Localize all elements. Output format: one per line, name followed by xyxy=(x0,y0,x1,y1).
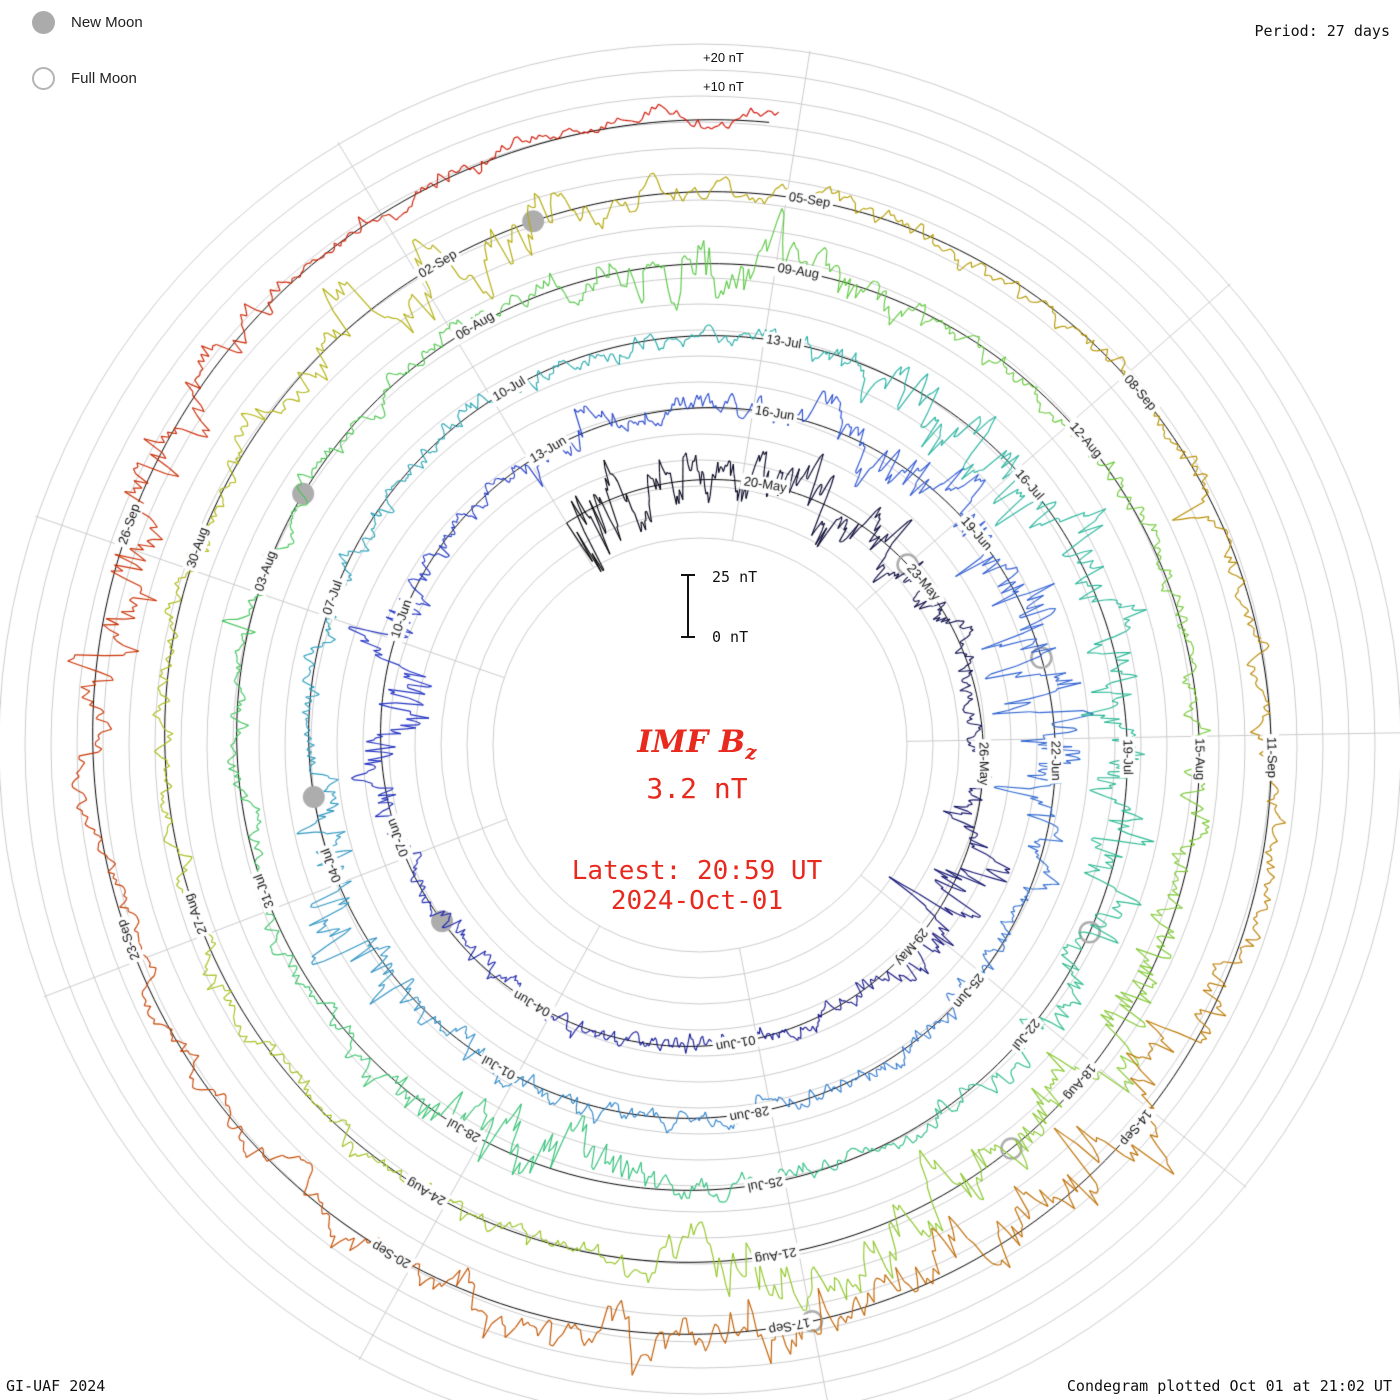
latest-time-label: Latest: 20:59 UT xyxy=(571,856,823,886)
full-moon-label: Full Moon xyxy=(71,70,137,87)
scale-bar xyxy=(681,574,695,638)
period-label: Period: 27 days xyxy=(1254,22,1390,40)
center-title-symbol: B xyxy=(719,724,746,760)
new-moon-icon xyxy=(32,11,55,34)
latest-date-label: 2024-Oct-01 xyxy=(610,886,784,916)
legend-new-moon: New Moon xyxy=(32,11,143,34)
current-value: 3.2 nT xyxy=(646,772,748,805)
new-moon-label: New Moon xyxy=(71,14,143,31)
full-moon-icon xyxy=(32,67,55,90)
gridline-label-plus20: +20 nT xyxy=(703,50,744,65)
gridline-label-plus10: +10 nT xyxy=(703,79,744,94)
center-title-prefix: IMF xyxy=(637,724,720,760)
scale-bar-max-label: 25 nT xyxy=(712,568,758,586)
footer-plotted-timestamp: Condegram plotted Oct 01 at 21:02 UT xyxy=(1066,1377,1392,1395)
footer-credit: GI-UAF 2024 xyxy=(6,1377,106,1395)
center-title: IMF Bz xyxy=(497,724,897,764)
legend-full-moon: Full Moon xyxy=(32,67,137,90)
scale-bar-min-label: 0 nT xyxy=(712,628,749,646)
center-title-subscript: z xyxy=(745,740,757,765)
